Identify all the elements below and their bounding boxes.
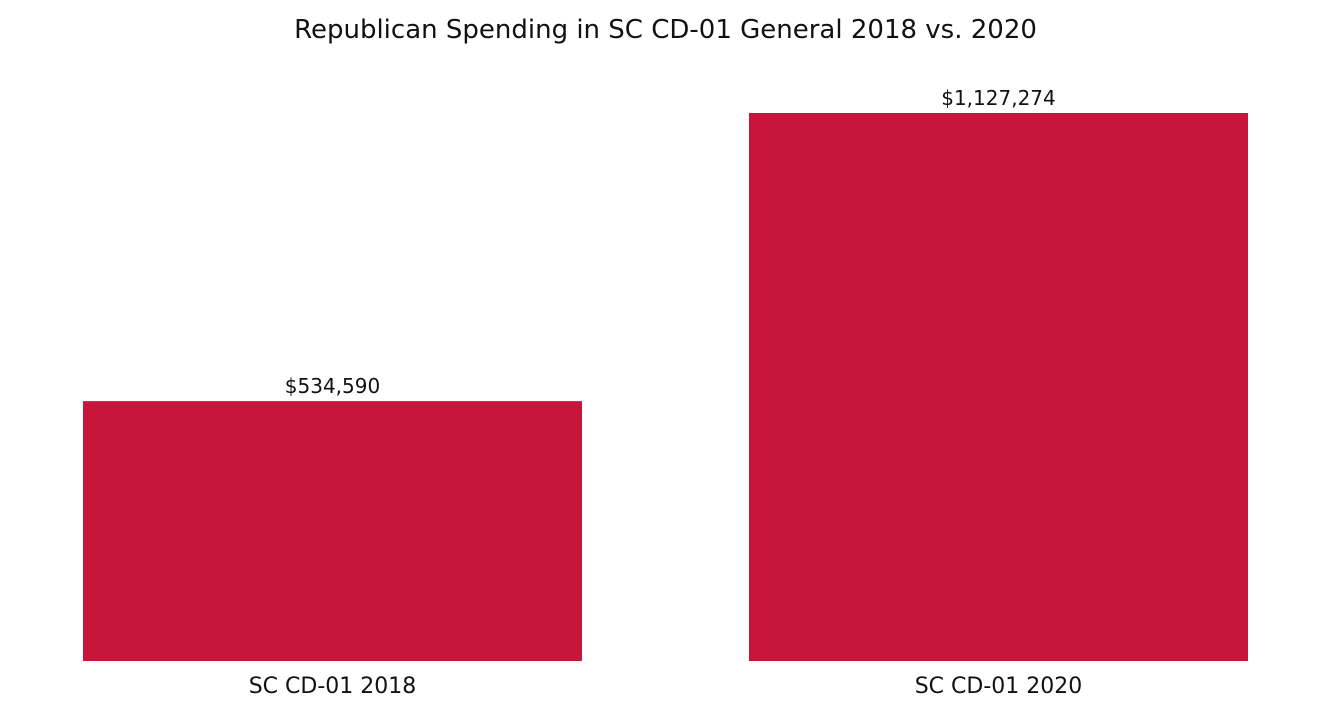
data-label-1: $534,590 — [285, 374, 380, 398]
x-tick-label-1: SC CD-01 2018 — [249, 674, 417, 699]
bars-layer — [83, 113, 1248, 661]
chart-title: Republican Spending in SC CD-01 General … — [294, 15, 1037, 45]
x-tick-label-2: SC CD-01 2020 — [915, 674, 1083, 699]
category-labels-layer: SC CD-01 2018 SC CD-01 2020 — [249, 674, 1083, 699]
data-label-2: $1,127,274 — [941, 86, 1056, 110]
value-labels-layer: $534,590 $1,127,274 — [285, 86, 1056, 398]
bar-2 — [749, 113, 1248, 661]
bar-1 — [83, 401, 582, 661]
